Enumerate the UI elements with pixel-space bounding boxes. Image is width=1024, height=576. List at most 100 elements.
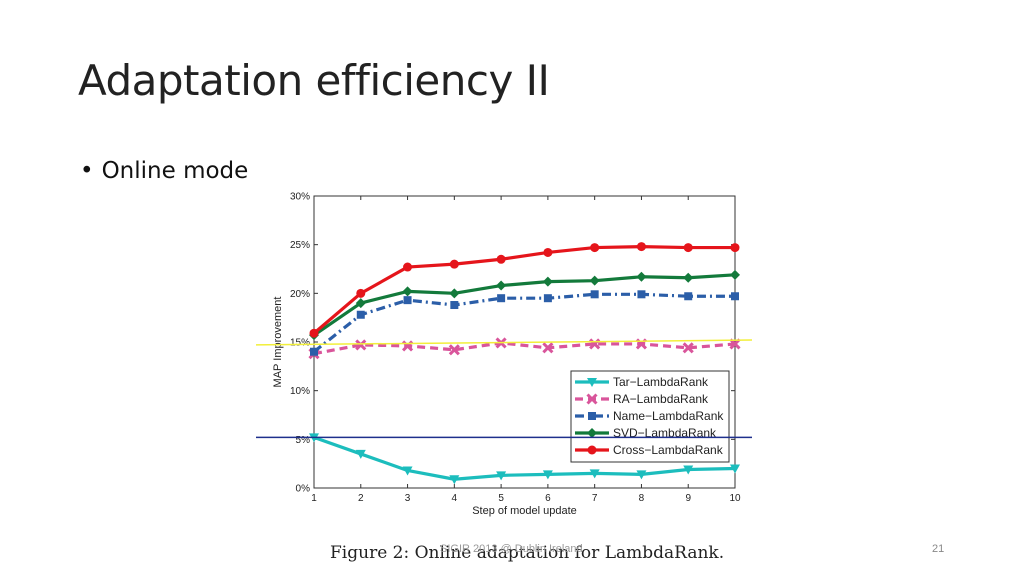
legend-marker (587, 445, 597, 455)
data-point (637, 290, 646, 299)
bullet-text: Online mode (101, 158, 249, 184)
bullet-dot-icon: • (80, 158, 94, 184)
data-point (496, 254, 506, 264)
data-point (683, 243, 693, 253)
data-point (496, 471, 507, 481)
data-point (590, 243, 600, 253)
series-1 (308, 337, 741, 360)
legend-item: Cross−LambdaRank (575, 443, 724, 457)
data-point (449, 288, 460, 299)
x-marker-stroke (586, 393, 598, 405)
data-point (542, 470, 553, 480)
x-tick-label: 5 (498, 493, 504, 504)
legend-label: Tar−LambdaRank (613, 375, 709, 389)
series-line (313, 435, 736, 481)
data-point (730, 243, 740, 253)
x-marker-stroke (682, 342, 694, 354)
data-point (448, 344, 460, 356)
legend-item: RA−LambdaRank (575, 392, 709, 406)
legend-label: Name−LambdaRank (613, 409, 724, 423)
data-point (636, 470, 647, 480)
bullet-online-mode: • Online mode (80, 158, 248, 184)
y-tick-label: 0% (296, 484, 311, 495)
series-line (313, 292, 735, 353)
data-point (449, 259, 459, 269)
series-4 (309, 242, 740, 338)
data-point (590, 290, 599, 299)
data-point (589, 275, 600, 286)
y-tick-label: 20% (290, 289, 310, 300)
data-point (589, 469, 600, 479)
x-marker-stroke (448, 344, 460, 356)
legend-label: SVD−LambdaRank (613, 426, 717, 440)
data-point (403, 296, 412, 305)
legend-label: Cross−LambdaRank (613, 443, 724, 457)
x-tick-label: 9 (685, 493, 691, 504)
x-tick-label: 2 (358, 493, 364, 504)
slide-number: 21 (932, 543, 945, 555)
data-point (310, 347, 318, 356)
legend-marker (587, 378, 597, 387)
legend-marker (586, 393, 598, 405)
x-marker-stroke (355, 339, 367, 351)
legend-marker (588, 412, 596, 420)
slide-title: Adaptation efficiency II (78, 56, 550, 105)
data-point (543, 247, 553, 257)
data-point (636, 271, 647, 282)
legend-item: SVD−LambdaRank (575, 426, 717, 440)
series-3 (309, 269, 740, 341)
data-point (683, 465, 694, 475)
x-tick-label: 6 (545, 493, 551, 504)
y-tick-label: 15% (290, 338, 310, 349)
legend-label: RA−LambdaRank (613, 392, 709, 406)
data-point (403, 262, 413, 272)
data-point (496, 280, 507, 291)
x-axis-title: Step of model update (472, 505, 577, 517)
series-line (313, 273, 736, 337)
data-point (355, 298, 366, 309)
data-point (542, 342, 554, 354)
x-tick-label: 10 (729, 493, 741, 504)
y-tick-label: 5% (296, 435, 311, 446)
x-marker-stroke (729, 338, 741, 350)
data-point (730, 269, 740, 280)
x-tick-label: 3 (405, 493, 411, 504)
data-point (497, 294, 506, 303)
data-point (355, 339, 367, 351)
data-point (356, 288, 366, 298)
y-tick-label: 30% (290, 192, 310, 203)
data-point (356, 310, 365, 319)
y-axis-title: MAP Improvement (272, 297, 284, 388)
data-point (450, 301, 459, 310)
data-point (683, 272, 694, 283)
data-point (309, 328, 319, 338)
data-point (543, 294, 552, 303)
y-tick-label: 25% (290, 240, 310, 251)
data-point (402, 286, 413, 297)
data-point (684, 292, 693, 301)
reference-line-0 (255, 339, 753, 346)
data-point (449, 475, 460, 485)
x-tick-label: 8 (639, 493, 645, 504)
legend-marker (587, 428, 597, 438)
legend: Tar−LambdaRank RA−LambdaRank Name−LambdaRa… (570, 370, 730, 463)
data-point (636, 242, 646, 252)
slide-footer: SIGIR 2013 @ Dublin Ireland (440, 543, 583, 555)
series-0 (309, 433, 740, 485)
data-point (731, 292, 739, 301)
x-tick-label: 4 (452, 493, 458, 504)
series-line (312, 245, 735, 335)
data-point (542, 276, 553, 287)
legend-item: Name−LambdaRank (575, 409, 724, 423)
data-point (730, 464, 740, 474)
y-tick-label: 10% (290, 386, 310, 397)
data-point (682, 342, 694, 354)
legend-item: Tar−LambdaRank (575, 375, 709, 389)
x-marker-stroke (542, 342, 554, 354)
x-tick-label: 7 (592, 493, 598, 504)
series-line (313, 341, 736, 356)
x-tick-label: 1 (311, 493, 317, 504)
figure-caption: Figure 2: Online adaptation for LambdaRa… (330, 543, 725, 563)
data-point (355, 449, 366, 459)
